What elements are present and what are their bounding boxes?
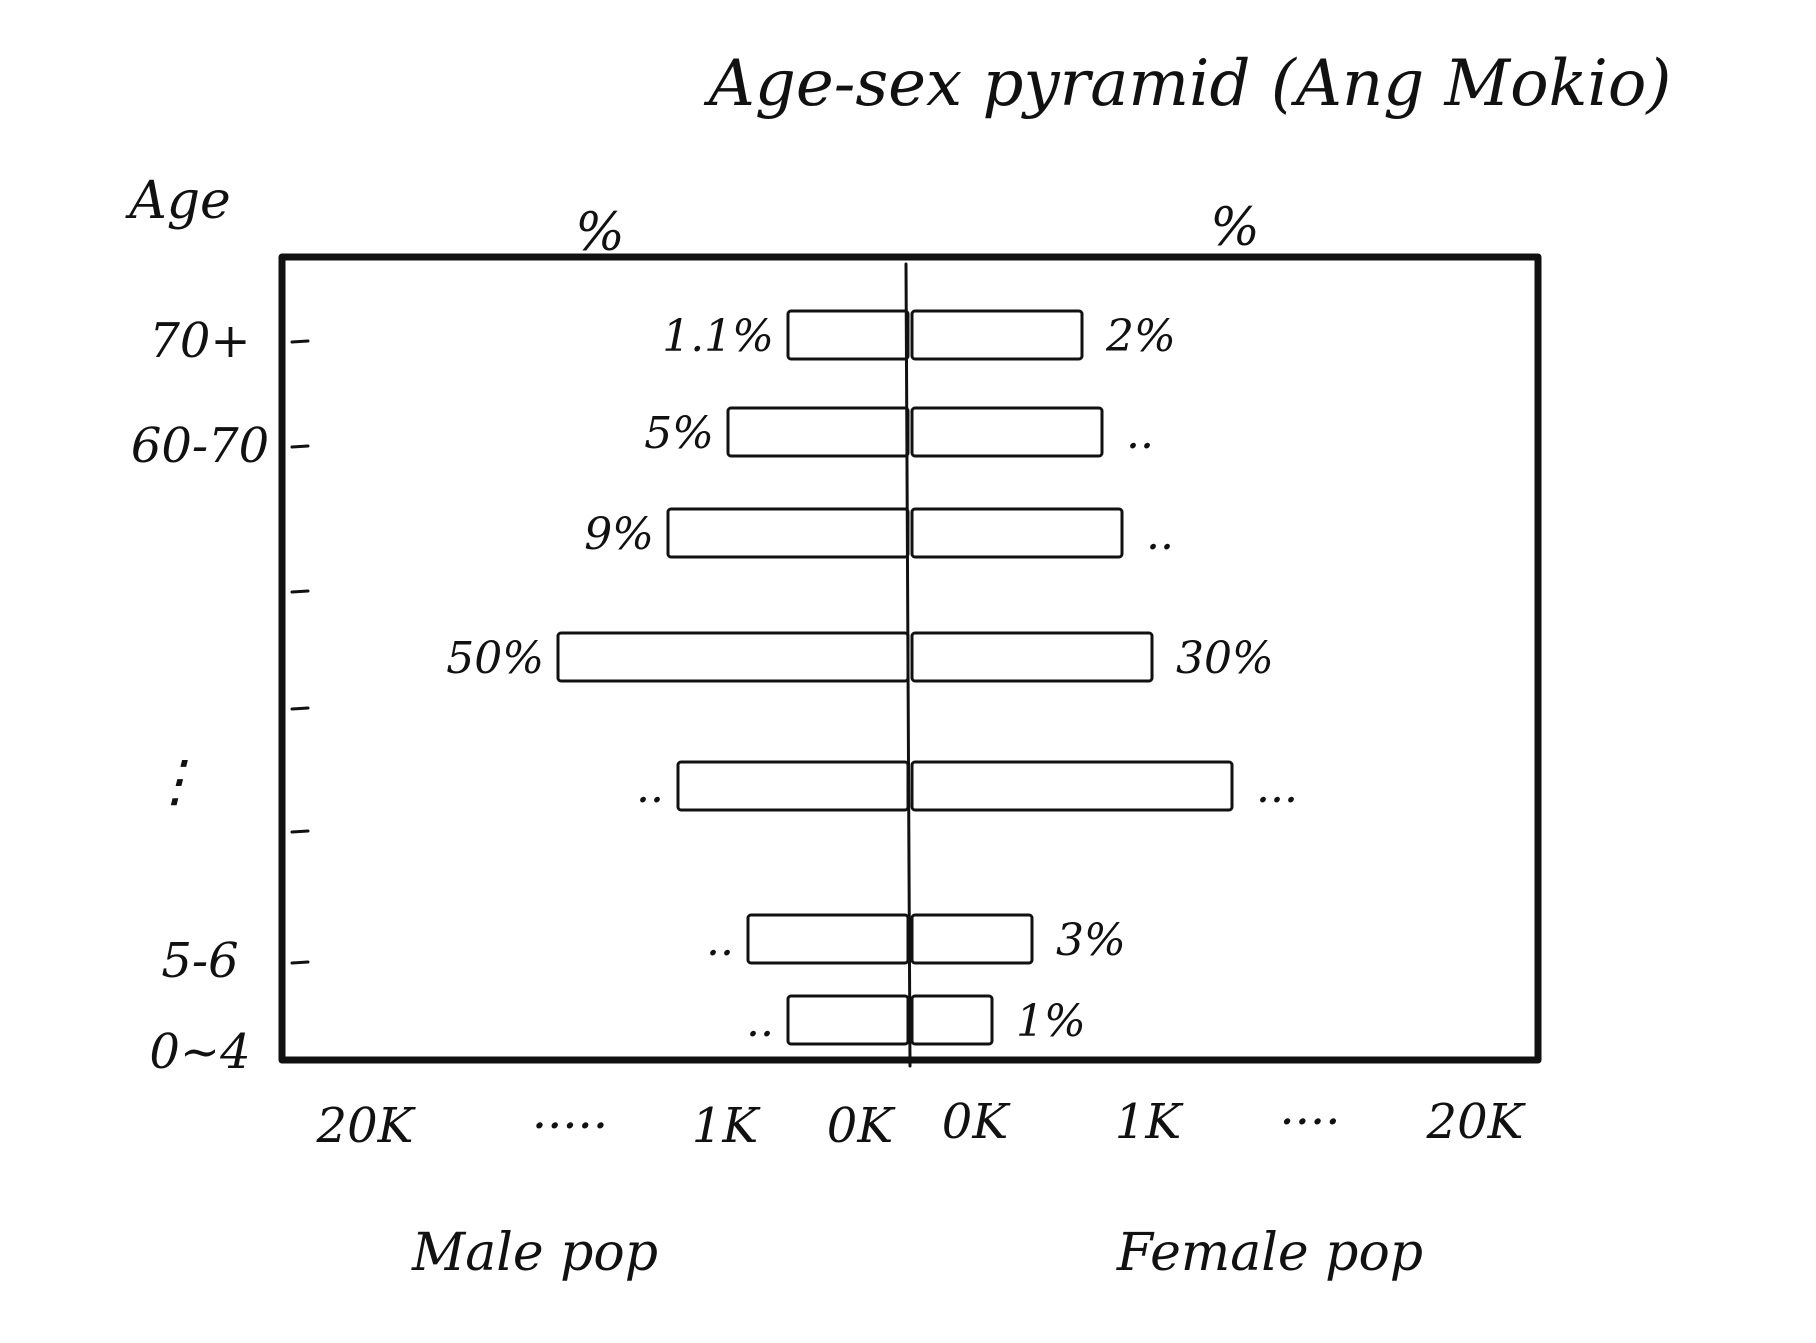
age-tick-mark: [290, 589, 310, 594]
female-bar-label: 30%: [1176, 633, 1274, 684]
female-bar: [910, 913, 1034, 965]
x-tick-label-female: 1K: [1115, 1094, 1185, 1150]
age-tick-label: 5-6: [161, 933, 238, 989]
male-bar: [556, 631, 910, 683]
x-tick-label-female: ····: [1279, 1094, 1340, 1150]
age-tick-label: 0~4: [149, 1024, 250, 1080]
male-bar-label: ..: [746, 996, 774, 1047]
age-tick-mark: [290, 339, 310, 344]
age-tick-mark: [290, 706, 310, 711]
age-tick-mark: [290, 960, 310, 965]
male-bar-label: 1.1%: [662, 311, 774, 362]
female-bars-group: 2%.... 30%... 3% 1%: [910, 309, 1298, 1047]
male-bar-label: 5%: [644, 408, 714, 459]
y-axis-label: Age: [125, 171, 231, 231]
male-bar-label: ..: [636, 762, 664, 813]
x-label-female: Female pop: [1116, 1223, 1423, 1283]
male-bars-group: 1.1% 5% 9% 50%......: [446, 309, 910, 1047]
age-ticks-group: 70+ 60-70 ⋮ 5-6 0~4: [131, 313, 310, 1080]
female-bar-label: 1%: [1016, 996, 1086, 1047]
age-ellipsis: ⋮: [147, 749, 203, 814]
male-bar-label: 9%: [584, 509, 654, 560]
female-bar-label: ..: [1146, 509, 1174, 560]
male-bar: [786, 994, 910, 1046]
male-bar: [726, 406, 910, 458]
female-bar-label: 2%: [1105, 311, 1176, 362]
female-bar: [910, 994, 994, 1046]
age-tick-label: 70+: [149, 313, 250, 369]
x-tick-label-male: 0K: [827, 1098, 897, 1154]
male-bar-label: ..: [706, 915, 734, 966]
female-bar: [910, 760, 1234, 812]
x-tick-label-male: 1K: [692, 1098, 762, 1154]
top-percent-right: %: [1210, 198, 1259, 258]
age-tick-label: 60-70: [131, 418, 269, 474]
age-tick-mark: [290, 829, 310, 834]
female-bar-label: ...: [1256, 762, 1298, 813]
female-bar: [910, 507, 1124, 559]
x-tick-label-female: 20K: [1426, 1094, 1527, 1150]
female-bar-label: 3%: [1056, 915, 1126, 966]
age-tick-mark: [290, 1057, 310, 1062]
x-tick-label-male: ·····: [532, 1098, 608, 1154]
female-bar-label: ..: [1126, 408, 1154, 459]
x-tick-label-female: 0K: [942, 1094, 1012, 1150]
male-bar: [666, 507, 910, 559]
x-label-male: Male pop: [411, 1223, 658, 1283]
female-bar: [910, 406, 1104, 458]
chart-title: Age-sex pyramid (Ang Mokio): [704, 47, 1672, 121]
x-ticks-group: 20K ····· 1K 0K 0K 1K ···· 20K: [316, 1094, 1527, 1154]
male-bar-label: 50%: [446, 633, 544, 684]
top-percent-left: %: [575, 203, 624, 263]
female-bar: [910, 631, 1154, 683]
male-bar: [786, 309, 910, 361]
age-tick-mark: [290, 444, 310, 449]
x-tick-label-male: 20K: [316, 1098, 417, 1154]
male-bar: [746, 913, 910, 965]
male-bar: [676, 760, 910, 812]
female-bar: [910, 309, 1084, 361]
